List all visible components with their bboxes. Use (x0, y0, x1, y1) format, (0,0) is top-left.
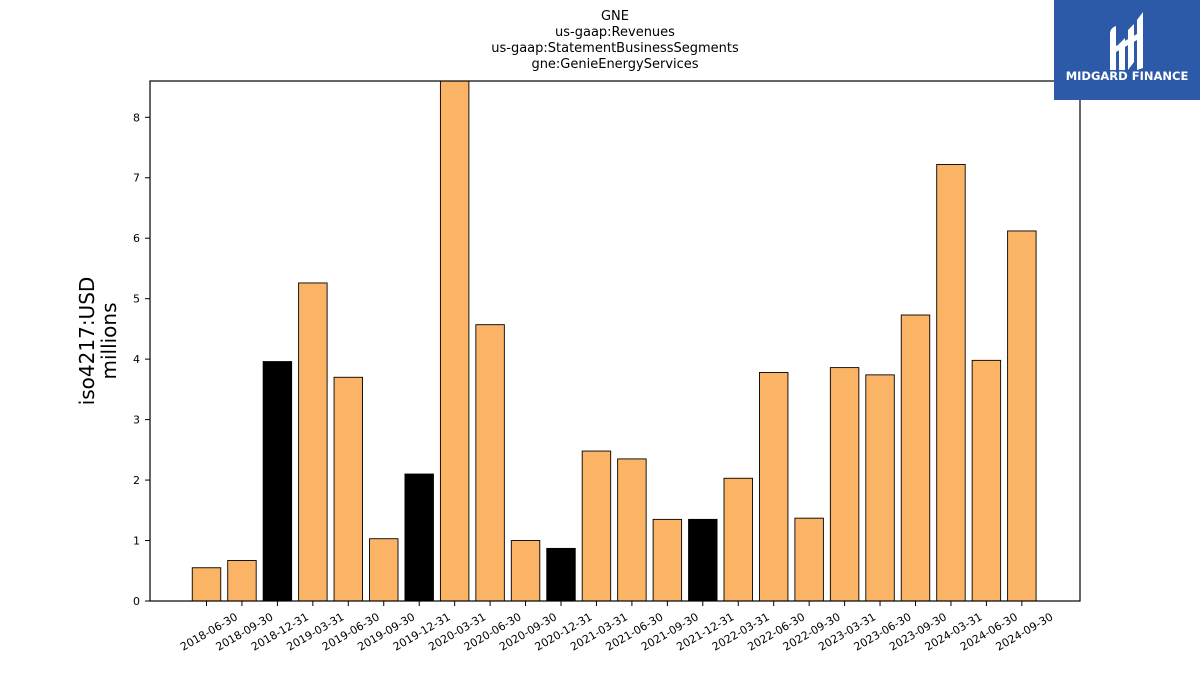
y-tick-label: 8 (133, 111, 140, 124)
bar (369, 538, 399, 602)
y-tick-label: 5 (133, 293, 140, 306)
bar (900, 314, 931, 602)
y-tick-label: 1 (133, 535, 140, 548)
chart-title-line: us-gaap:Revenues (555, 25, 675, 40)
bar (298, 282, 328, 602)
bar (475, 324, 505, 602)
chart-title-line: us-gaap:StatementBusinessSegments (491, 41, 739, 56)
y-axis-label-line: iso4217:USD (75, 277, 99, 406)
bar (936, 163, 966, 602)
y-tick-label: 7 (133, 172, 140, 185)
y-tick-label: 2 (133, 474, 140, 487)
y-tick-label: 3 (133, 414, 140, 427)
chart-title-line: GNE (601, 9, 629, 24)
bar (333, 376, 363, 602)
chart-title: GNEus-gaap:Revenuesus-gaap:StatementBusi… (491, 9, 739, 72)
logo-background (1054, 0, 1200, 100)
bar (759, 371, 789, 602)
bar (688, 518, 718, 602)
bar (404, 473, 434, 602)
bar (652, 518, 683, 602)
bar (723, 477, 753, 602)
bar (581, 450, 612, 602)
bar (191, 567, 222, 602)
bar (439, 80, 470, 602)
logo-text: MIDGARD FINANCE (1066, 69, 1189, 83)
midgard-logo: MIDGARD FINANCE (1054, 0, 1200, 100)
y-axis-ticks: 0 1 2 3 4 5 6 7 8 (133, 111, 150, 608)
midgard-logo-icon (1110, 12, 1143, 70)
plot-frame (149, 80, 1081, 602)
bar (829, 367, 860, 602)
chart-title-line: gne:GenieEnergyServices (531, 57, 698, 72)
y-tick-label: 4 (133, 353, 140, 366)
bar (546, 547, 576, 602)
bar (227, 560, 257, 602)
y-tick-label: 0 (133, 595, 140, 608)
bars (191, 80, 1037, 602)
bar (794, 517, 824, 602)
y-tick-label: 6 (133, 232, 140, 245)
bar (971, 359, 1002, 602)
bar (865, 374, 895, 602)
bar (1007, 230, 1037, 602)
x-axis-ticks: 2018-06-302018-09-302018-12-312019-03-31… (178, 601, 1055, 654)
bar (617, 458, 647, 602)
bar (510, 540, 541, 602)
bar (262, 361, 293, 602)
y-axis-label-line: millions (97, 302, 121, 379)
